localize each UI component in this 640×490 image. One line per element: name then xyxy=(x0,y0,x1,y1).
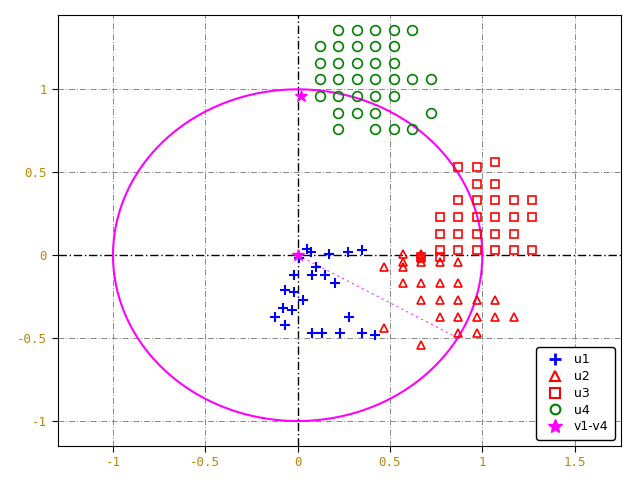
Legend: u1, u2, u3, u4, v1-v4: u1, u2, u3, u4, v1-v4 xyxy=(536,347,614,440)
